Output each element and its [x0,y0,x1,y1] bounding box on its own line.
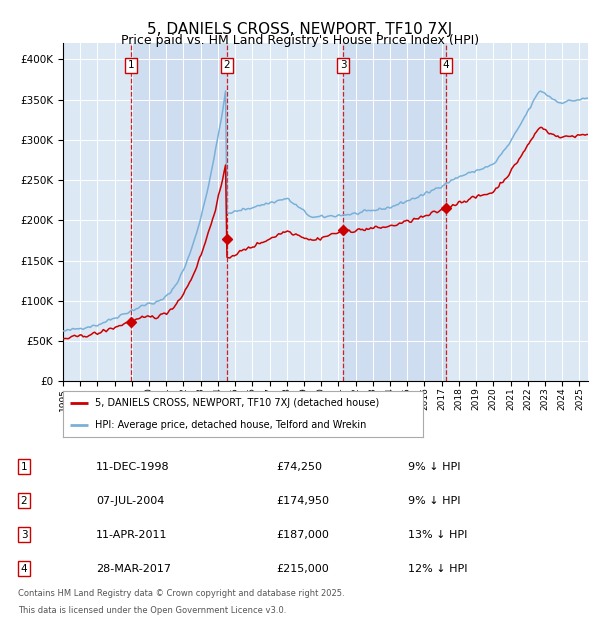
Text: 5, DANIELS CROSS, NEWPORT, TF10 7XJ: 5, DANIELS CROSS, NEWPORT, TF10 7XJ [148,22,452,37]
Text: 28-MAR-2017: 28-MAR-2017 [96,564,171,574]
Text: 07-JUL-2004: 07-JUL-2004 [96,495,164,506]
Text: £215,000: £215,000 [276,564,329,574]
Text: 9% ↓ HPI: 9% ↓ HPI [408,495,461,506]
Text: Price paid vs. HM Land Registry's House Price Index (HPI): Price paid vs. HM Land Registry's House … [121,34,479,47]
Text: This data is licensed under the Open Government Licence v3.0.: This data is licensed under the Open Gov… [18,606,286,616]
Text: 9% ↓ HPI: 9% ↓ HPI [408,461,461,472]
Text: 4: 4 [20,564,28,574]
Text: Contains HM Land Registry data © Crown copyright and database right 2025.: Contains HM Land Registry data © Crown c… [18,589,344,598]
Text: £187,000: £187,000 [276,529,329,540]
Text: 1: 1 [128,60,134,70]
Text: 11-DEC-1998: 11-DEC-1998 [96,461,170,472]
Text: £174,950: £174,950 [276,495,329,506]
Text: 1: 1 [20,461,28,472]
Text: 3: 3 [340,60,346,70]
Text: 2: 2 [20,495,28,506]
Text: £74,250: £74,250 [276,461,322,472]
Bar [131,43,227,381]
Text: 2: 2 [223,60,230,70]
Bar [343,43,446,381]
Text: 11-APR-2011: 11-APR-2011 [96,529,167,540]
Text: 13% ↓ HPI: 13% ↓ HPI [408,529,467,540]
Text: 3: 3 [20,529,28,540]
Text: 4: 4 [443,60,449,70]
Text: 12% ↓ HPI: 12% ↓ HPI [408,564,467,574]
Text: HPI: Average price, detached house, Telford and Wrekin: HPI: Average price, detached house, Telf… [95,420,367,430]
Text: 5, DANIELS CROSS, NEWPORT, TF10 7XJ (detached house): 5, DANIELS CROSS, NEWPORT, TF10 7XJ (det… [95,398,380,408]
